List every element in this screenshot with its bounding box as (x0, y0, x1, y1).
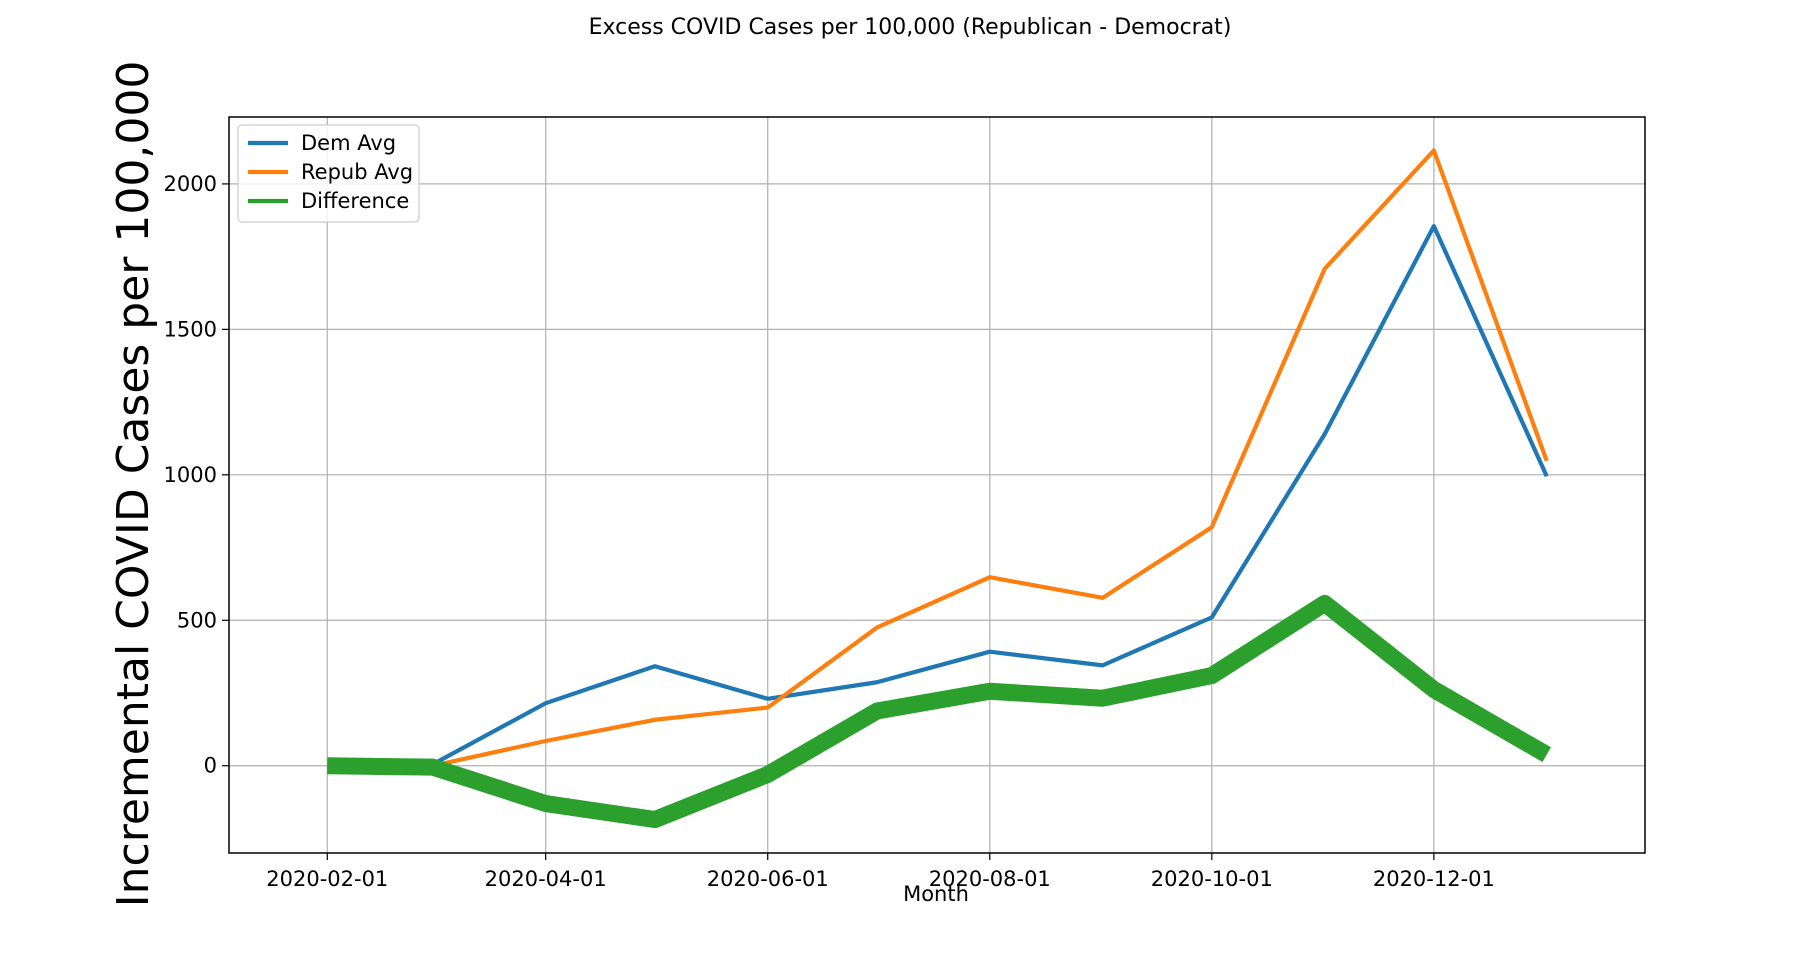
x-tick-label: 2020-04-01 (485, 867, 607, 891)
x-tick-label: 2020-12-01 (1373, 867, 1495, 891)
series-layer (327, 148, 1551, 829)
series-line-dem-avg (327, 223, 1549, 768)
y-tick-label: 1500 (164, 317, 217, 341)
legend-label-difference: Difference (301, 189, 409, 213)
x-tick-label: 2020-08-01 (929, 867, 1051, 891)
x-axis-ticks: 2020-02-01 2020-04-01 2020-06-01 2020-08-01… (266, 853, 1495, 891)
legend-box (237, 124, 420, 223)
chart-title: Excess COVID Cases per 100,000 (Republic… (589, 15, 1232, 40)
grid (229, 117, 1645, 853)
y-tick-label: 1000 (164, 463, 217, 487)
x-tick-label: 2020-06-01 (707, 867, 829, 891)
legend: Dem Avg Repub Avg Difference (237, 124, 420, 223)
y-tick-label: 2000 (164, 172, 217, 196)
y-axis-label: Incremental COVID Cases per 100,000 (108, 61, 159, 908)
legend-label-repub-avg: Repub Avg (301, 160, 413, 184)
axes-frame (228, 116, 1646, 854)
y-tick-label: 0 (204, 754, 217, 778)
x-tick-label: 2020-10-01 (1151, 867, 1273, 891)
legend-label-dem-avg: Dem Avg (301, 131, 396, 155)
x-axis-label: Month (903, 882, 969, 906)
x-tick-label: 2020-02-01 (266, 867, 388, 891)
series-line-repub-avg (327, 148, 1549, 768)
y-tick-label: 500 (177, 608, 217, 632)
y-axis-ticks: 0 500 1000 1500 2000 (164, 172, 229, 778)
series-line-difference (327, 594, 1551, 829)
